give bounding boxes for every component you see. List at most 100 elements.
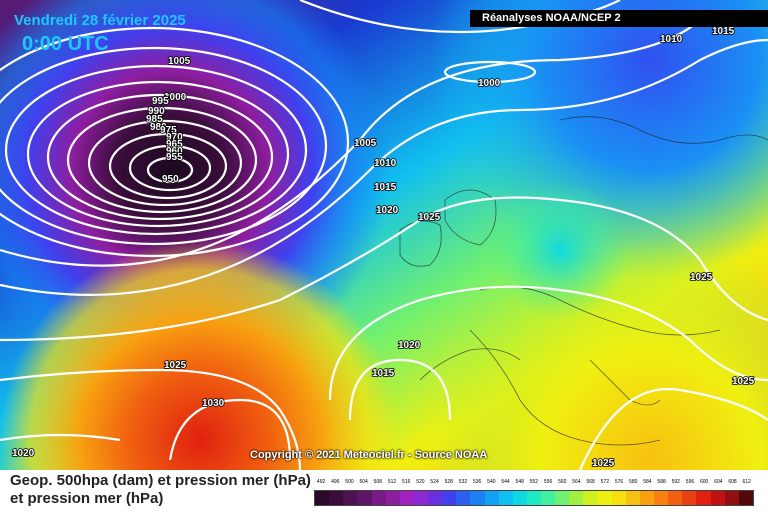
scale-swatch — [413, 491, 428, 505]
scale-swatch — [385, 491, 400, 505]
isobar-label: 990 — [148, 106, 165, 117]
scale-tick-label: 536 — [472, 479, 482, 485]
legend-title: Geop. 500hpa (dam) et pression mer (hPa) — [10, 472, 311, 489]
scale-tick-label: 492 — [316, 479, 326, 485]
scale-tick-label: 560 — [558, 479, 567, 485]
isobar-label: 1030 — [202, 398, 225, 409]
scale-tick-label: 608 — [728, 479, 737, 485]
source-header: Réanalyses NOAA/NCEP 2 — [470, 10, 768, 27]
scale-tick-label: 524 — [430, 479, 439, 485]
scale-tick-label: 556 — [543, 479, 553, 485]
isobar-label: 950 — [162, 174, 179, 185]
isobar-label: 1010 — [374, 158, 397, 169]
isobar-label: 1015 — [372, 368, 395, 379]
scale-swatch — [696, 491, 711, 505]
isobar-label: 1015 — [712, 26, 735, 37]
scale-tick-label: 584 — [643, 479, 652, 485]
scale-tick-label: 508 — [373, 479, 383, 485]
scale-swatch — [343, 491, 358, 505]
scale-swatch — [329, 491, 344, 505]
scale-tick-label: 500 — [345, 479, 354, 485]
scale-tick-label: 516 — [402, 479, 411, 485]
isobar-label: 1005 — [168, 56, 191, 67]
scale-tick-label: 600 — [699, 479, 709, 485]
isobar-label: 1005 — [354, 138, 377, 149]
scale-swatch — [371, 491, 386, 505]
isobar-label: 980 — [150, 122, 167, 133]
scale-tick-label: 604 — [714, 479, 723, 485]
isobar-label: 955 — [166, 152, 183, 163]
scale-tick-label: 596 — [685, 479, 695, 485]
isobar-label: 960 — [166, 146, 183, 157]
isobar-label: 1020 — [398, 340, 421, 351]
scale-tick-label: 576 — [614, 479, 624, 485]
scale-swatch — [668, 491, 683, 505]
color-scale-labels: 492 496 500 504 508 512 516 520 524 528 532 536 540 5… — [314, 478, 754, 488]
isobar-labels: 1010 1015 1005 1000 995 990 985 980 975 … — [11, 25, 755, 470]
scale-swatch — [597, 491, 612, 505]
scale-swatch — [484, 491, 499, 505]
isobar-label: 1025 — [592, 458, 615, 469]
scale-swatch — [315, 491, 330, 505]
isobar-label: 1000 — [164, 92, 187, 103]
isobar-label: 1020 — [376, 205, 399, 216]
scale-swatch — [639, 491, 654, 505]
scale-tick-label: 504 — [359, 479, 368, 485]
map-date-title: Vendredi 28 février 2025 — [14, 12, 186, 29]
scale-swatch — [555, 491, 570, 505]
isobar-label: 1015 — [374, 182, 397, 193]
scale-tick-label: 564 — [572, 479, 581, 485]
scale-swatch — [442, 491, 457, 505]
isobar-label: 975 — [160, 125, 177, 136]
scale-swatch — [710, 491, 725, 505]
isobar-label: 995 — [152, 96, 169, 107]
scale-swatch — [399, 491, 414, 505]
scale-tick-label: 568 — [586, 479, 595, 485]
weather-map: 1010 1015 1005 1000 995 990 985 980 975 … — [0, 0, 768, 470]
scale-tick-label: 496 — [331, 479, 340, 485]
scale-tick-label: 540 — [487, 479, 496, 485]
isobar-label: 1020 — [12, 448, 35, 459]
scale-swatch — [541, 491, 556, 505]
isobar-label: 1000 — [478, 78, 501, 89]
scale-swatch — [470, 491, 485, 505]
scale-swatch — [738, 491, 753, 505]
scale-tick-label: 552 — [529, 479, 539, 485]
scale-swatch — [583, 491, 598, 505]
scale-swatch — [428, 491, 443, 505]
scale-tick-label: 580 — [629, 479, 638, 485]
scale-swatch — [357, 491, 372, 505]
copyright-text: Copyright © 2021 Meteociel.fr - Source N… — [250, 449, 488, 461]
scale-tick-label: 612 — [742, 479, 751, 485]
scale-tick-label: 572 — [600, 479, 610, 485]
isobars — [0, 0, 768, 470]
scale-tick-label: 588 — [657, 479, 666, 485]
legend-subtitle: et pression mer (hPa) — [10, 490, 164, 507]
scale-swatch — [498, 491, 513, 505]
scale-swatch — [654, 491, 669, 505]
scale-tick-label: 544 — [501, 479, 510, 485]
scale-tick-label: 592 — [671, 479, 680, 485]
scale-swatch — [611, 491, 626, 505]
scale-swatch — [682, 491, 697, 505]
scale-tick-label: 528 — [444, 479, 453, 485]
scale-swatch — [569, 491, 584, 505]
isobar-label: 965 — [166, 139, 183, 150]
scale-tick-label: 532 — [458, 479, 468, 485]
scale-swatch — [625, 491, 640, 505]
isobar-label: 1025 — [732, 376, 755, 387]
isobar-label: 1025 — [164, 360, 187, 371]
isobar-label: 970 — [166, 132, 183, 143]
scale-swatch — [724, 491, 739, 505]
map-time-title: 0:00 UTC — [22, 33, 109, 55]
scale-swatch — [512, 491, 527, 505]
color-scale — [314, 490, 754, 506]
isobar-label: 1025 — [418, 212, 441, 223]
isobar-label: 1025 — [690, 272, 713, 283]
scale-tick-label: 512 — [387, 479, 397, 485]
scale-swatch — [456, 491, 471, 505]
scale-tick-label: 520 — [416, 479, 425, 485]
isobar-label: 985 — [146, 114, 163, 125]
scale-swatch — [526, 491, 541, 505]
